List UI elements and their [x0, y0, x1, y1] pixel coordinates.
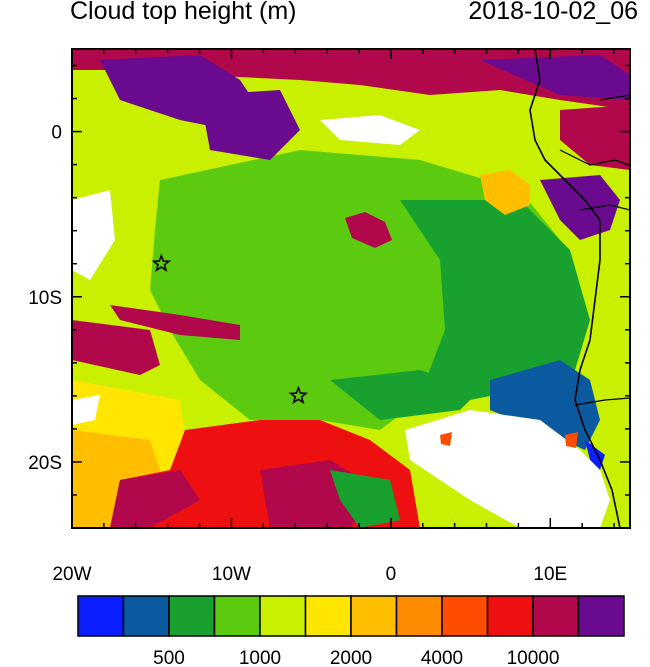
colorbar-swatch	[259, 595, 307, 637]
colorbar-swatch	[304, 595, 352, 637]
colorbar-swatch	[532, 595, 580, 637]
colorbar-label: 500	[153, 648, 185, 667]
colorbar-label: 10000	[507, 648, 560, 667]
colorbar-swatch	[350, 595, 398, 637]
star-marker-2	[288, 385, 309, 405]
colorbar-label: 1000	[239, 648, 281, 667]
colorbar-swatch	[441, 595, 489, 637]
colorbar-swatch	[213, 595, 261, 637]
axis-ticks	[71, 49, 630, 529]
lon-tick-label: 10W	[212, 564, 251, 585]
timestamp-label: 2018-10-02_06	[468, 0, 638, 25]
lon-tick-label: 20W	[52, 564, 91, 585]
lat-tick-label: 10S	[28, 288, 62, 309]
colorbar: 500 1000 2000 4000 10000	[77, 595, 625, 667]
lat-tick-label: 20S	[28, 453, 62, 474]
cloud-field	[72, 49, 630, 528]
colorbar-swatch	[395, 595, 443, 637]
colorbar-swatch	[168, 595, 216, 637]
colorbar-label: 2000	[330, 648, 372, 667]
colorbar-swatch	[77, 595, 125, 637]
colorbar-label: 4000	[421, 648, 463, 667]
map-frame	[71, 48, 631, 529]
lon-tick-label: 0	[386, 564, 397, 585]
marker-layer	[151, 253, 309, 405]
lon-tick-label: 10E	[533, 564, 567, 585]
lat-tick-label: 0	[51, 123, 62, 144]
colorbar-swatch	[486, 595, 534, 637]
star-marker-1	[151, 253, 172, 273]
colorbar-swatch	[577, 595, 625, 637]
map-title: Cloud top height (m)	[70, 0, 297, 25]
colorbar-swatch	[122, 595, 170, 637]
axis-labels: 20W 10W 0 10E 0 10S 20S	[28, 123, 567, 585]
